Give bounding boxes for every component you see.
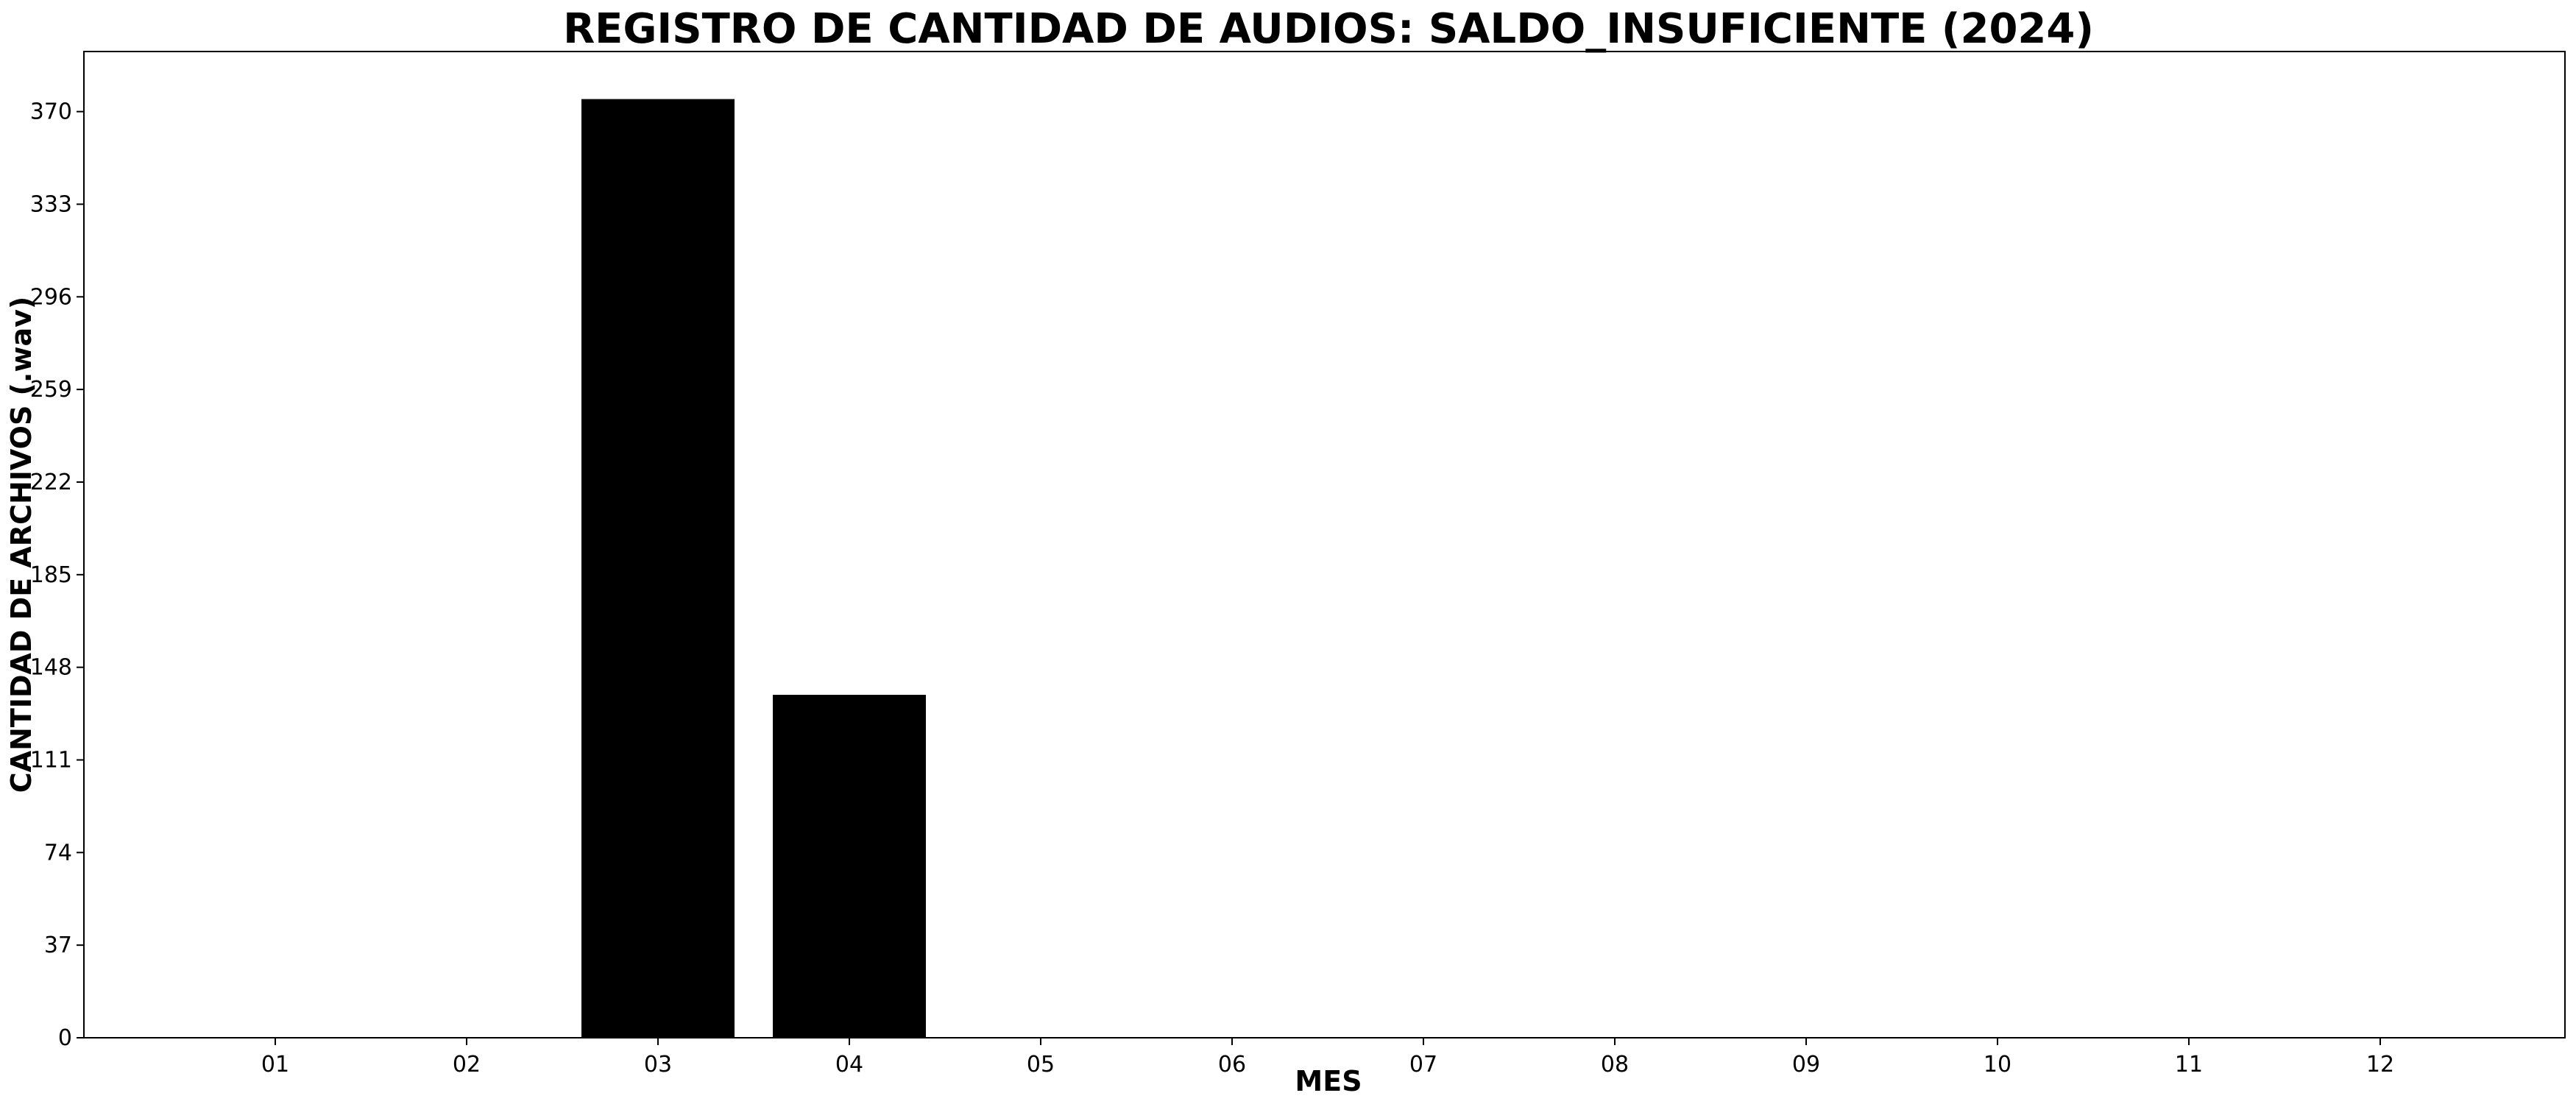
y-tick-label: 148 <box>30 655 72 681</box>
bars-layer <box>581 99 926 1038</box>
y-tick-label: 222 <box>30 470 72 495</box>
x-tick-label: 07 <box>1409 1052 1437 1078</box>
y-tick-label: 185 <box>30 562 72 588</box>
x-axis-label: MES <box>1295 1065 1362 1097</box>
y-tick-label: 296 <box>30 284 72 310</box>
y-tick-label: 333 <box>30 191 72 217</box>
y-tick-label: 0 <box>58 1025 72 1051</box>
x-tick-label: 02 <box>453 1052 481 1078</box>
y-tick-label: 259 <box>30 377 72 403</box>
x-tick-label: 08 <box>1601 1052 1629 1078</box>
x-tick-label: 12 <box>2366 1052 2394 1078</box>
x-tick-label: 09 <box>1792 1052 1820 1078</box>
y-tick-label: 111 <box>30 747 72 773</box>
x-tick-label: 01 <box>261 1052 289 1078</box>
x-tick-label: 04 <box>835 1052 863 1078</box>
y-ticks-layer: 0 37 74 111 148 185 222 259 296 333 370 <box>30 99 84 1051</box>
x-tick-label: 03 <box>644 1052 672 1078</box>
y-tick-label: 37 <box>44 933 72 958</box>
y-tick-label: 370 <box>30 99 72 125</box>
bar-03 <box>581 99 735 1038</box>
x-tick-label: 06 <box>1218 1052 1246 1078</box>
chart-title: REGISTRO DE CANTIDAD DE AUDIOS: SALDO_IN… <box>563 5 2094 53</box>
y-axis-label: CANTIDAD DE ARCHIVOS (.wav) <box>5 297 38 793</box>
x-tick-label: 05 <box>1027 1052 1055 1078</box>
x-tick-label: 11 <box>2175 1052 2203 1078</box>
bar-04 <box>773 695 926 1038</box>
plot-frame <box>84 52 2565 1038</box>
x-tick-label: 10 <box>1984 1052 2011 1078</box>
y-tick-label: 74 <box>44 840 72 866</box>
